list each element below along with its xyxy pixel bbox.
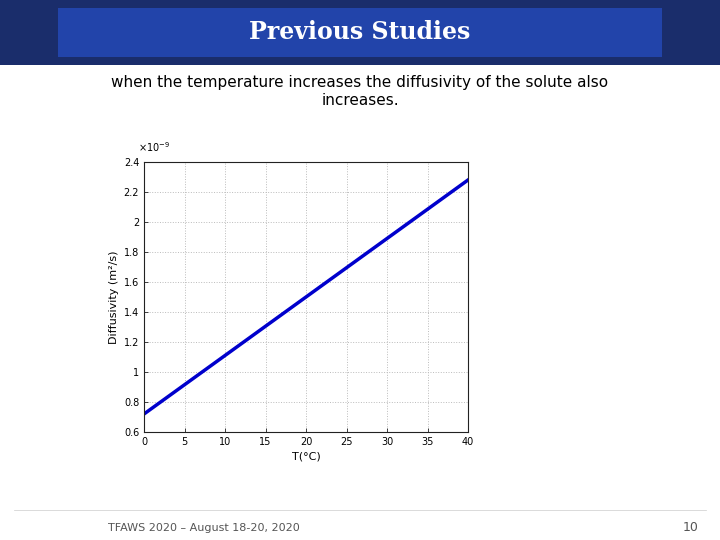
Text: 10: 10 [683,521,698,534]
X-axis label: T(°C): T(°C) [292,451,320,461]
Text: when the temperature increases the diffusivity of the solute also
increases.: when the temperature increases the diffu… [112,76,608,108]
Text: TFAWS 2020 – August 18-20, 2020: TFAWS 2020 – August 18-20, 2020 [108,523,300,533]
Y-axis label: Diffusivity (m²/s): Diffusivity (m²/s) [109,250,120,344]
Text: $\times10^{-9}$: $\times10^{-9}$ [138,140,170,154]
Bar [58,8,662,57]
Text: Previous Studies: Previous Studies [249,21,471,44]
